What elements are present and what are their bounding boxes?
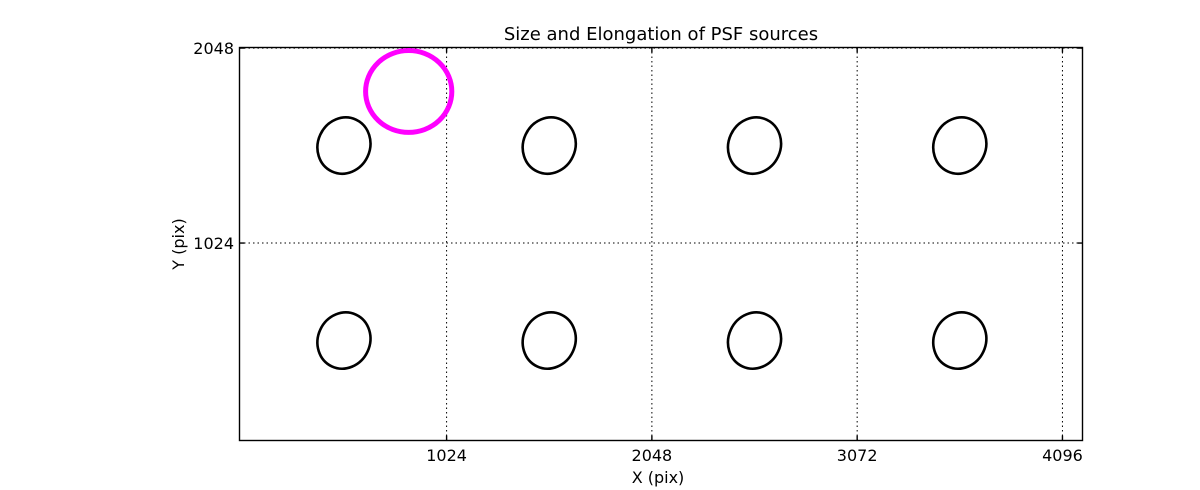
- psf-source-ellipse: [316, 311, 372, 370]
- psf-source-ellipse: [521, 116, 578, 175]
- y-axis-label: Y (pix): [169, 218, 188, 270]
- psf-source-ellipse: [726, 116, 783, 175]
- y-tick-label: 1024: [193, 234, 234, 253]
- tick-marks: [239, 47, 1083, 441]
- plot-title: Size and Elongation of PSF sources: [504, 24, 818, 45]
- x-tick-label: 3072: [837, 446, 878, 465]
- y-tick-label: 2048: [193, 39, 234, 58]
- reference-circle: [363, 48, 455, 135]
- tick-labels: 1024 2048 3072 4096 1024 2048: [193, 39, 1083, 465]
- psf-source-ellipse: [726, 311, 783, 370]
- x-tick-label: 4096: [1042, 446, 1083, 465]
- psf-source-ellipse: [316, 116, 372, 175]
- reference-circle-group: [363, 48, 455, 135]
- plot-frame: [238, 46, 1084, 442]
- psf-source-ellipse: [931, 311, 988, 370]
- x-tick-label: 1024: [426, 446, 467, 465]
- x-tick-label: 2048: [632, 446, 673, 465]
- psf-sources: [316, 116, 988, 370]
- x-axis-label: X (pix): [632, 468, 685, 487]
- psf-source-ellipse: [931, 116, 988, 175]
- psf-source-ellipse: [521, 311, 578, 370]
